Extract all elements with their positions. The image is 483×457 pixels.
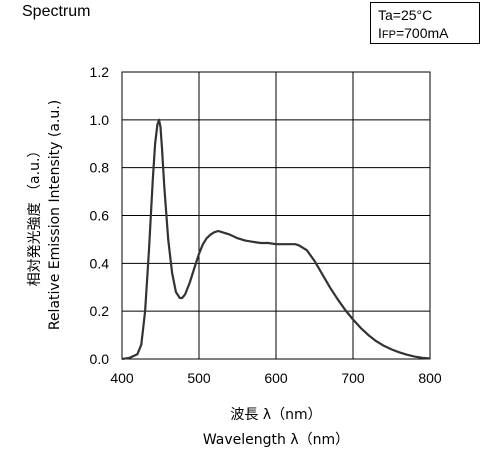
conditions-box: Ta=25°C IFP=700mA <box>370 2 480 44</box>
y-tick-label: 0.6 <box>90 208 110 224</box>
current-subscript: FP <box>381 29 396 41</box>
current-value: =700mA <box>395 25 449 41</box>
plot-area <box>121 71 431 360</box>
temperature-condition: Ta=25°C <box>378 7 433 23</box>
y-tick-labels: 0.0 0.2 0.4 0.6 0.8 1.0 1.2 <box>90 64 110 367</box>
x-tick-label: 400 <box>110 370 134 386</box>
x-tick-label: 600 <box>264 370 288 386</box>
current-prefix: I <box>378 25 382 41</box>
y-axis-label: Relative Emission Intensity (a.u.) <box>47 100 63 330</box>
x-tick-labels: 400 500 600 700 800 <box>110 370 442 386</box>
y-tick-label: 0.0 <box>90 351 110 367</box>
y-axis-label-jp: 相対発光強度 （a.u.） <box>27 144 43 287</box>
chart-title: Spectrum <box>22 3 91 20</box>
y-tick-label: 0.2 <box>90 303 110 319</box>
y-tick-label: 1.0 <box>90 112 110 128</box>
x-axis-label: Wavelength λ（nm） <box>203 432 349 448</box>
x-tick-label: 800 <box>418 370 442 386</box>
series-line <box>121 118 431 361</box>
grid <box>122 72 430 359</box>
current-condition: IFP=700mA <box>378 24 479 44</box>
y-tick-label: 1.2 <box>90 64 110 80</box>
y-tick-label: 0.8 <box>90 160 110 176</box>
x-axis-label-jp: 波長 λ（nm） <box>230 407 321 423</box>
y-tick-label: 0.4 <box>90 255 110 271</box>
x-tick-label: 500 <box>187 370 211 386</box>
x-tick-label: 700 <box>341 370 365 386</box>
